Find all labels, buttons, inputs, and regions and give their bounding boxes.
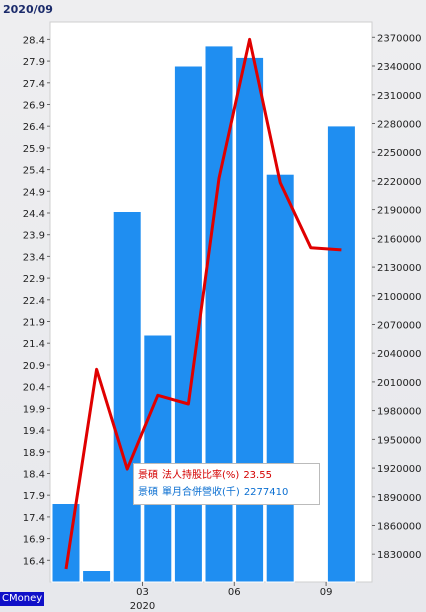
left-tick-label: 18.9 (23, 448, 45, 459)
right-tick-label: 2310000 (377, 91, 422, 102)
left-tick-label: 17.4 (23, 513, 45, 524)
right-axis: 1830000 1860000 1890000 1920000 1950000 19800… (372, 33, 422, 561)
legend-bar-label: 單月合併營收(千) (162, 487, 240, 498)
left-tick-label: 16.9 (23, 535, 45, 546)
right-tick-label: 2070000 (377, 321, 422, 332)
legend-line-company: 景碩 (138, 470, 158, 481)
left-tick-label: 19.4 (23, 426, 45, 437)
right-tick-label: 1890000 (377, 493, 422, 504)
period-label: 2020/09 (3, 3, 53, 16)
left-tick-label: 16.4 (23, 556, 45, 567)
right-tick-label: 2190000 (377, 206, 422, 217)
right-tick-label: 2280000 (377, 120, 422, 131)
revenue-bar (82, 570, 112, 583)
right-tick-label: 1950000 (377, 435, 422, 446)
left-tick-label: 28.4 (23, 35, 45, 46)
legend-line-value: 23.55 (243, 470, 272, 481)
right-tick-label: 2370000 (377, 33, 422, 44)
revenue-bar (326, 125, 356, 583)
left-tick-label: 17.9 (23, 491, 45, 502)
legend-bar-entry: 景碩 單月合併營收(千) 2277410 (138, 484, 315, 501)
left-tick-label: 22.4 (23, 296, 45, 307)
left-tick-label: 22.9 (23, 274, 45, 285)
left-tick-label: 18.4 (23, 470, 45, 481)
revenue-bar (112, 211, 142, 583)
right-tick-label: 2010000 (377, 378, 422, 389)
right-tick-label: 1830000 (377, 550, 422, 561)
revenue-bar (265, 173, 295, 583)
right-tick-label: 1920000 (377, 464, 422, 475)
right-tick-label: 1860000 (377, 522, 422, 533)
left-tick-label: 26.9 (23, 101, 45, 112)
left-tick-label: 24.9 (23, 187, 45, 198)
x-tick-label: 06 (228, 587, 241, 598)
right-tick-label: 2250000 (377, 148, 422, 159)
holding-ratio-series-line (64, 37, 342, 570)
left-tick-label: 19.9 (23, 404, 45, 415)
x-tick-label: 09 (320, 587, 333, 598)
revenue-bar (51, 503, 81, 583)
holding-ratio-line (64, 37, 342, 570)
left-tick-label: 20.4 (23, 383, 45, 394)
left-tick-label: 23.9 (23, 231, 45, 242)
left-axis: 16.4 16.9 17.4 17.9 18.4 18.9 19.4 19.9 20.4 20.9… (23, 35, 50, 567)
right-tick-label: 1980000 (377, 407, 422, 418)
left-tick-label: 21.9 (23, 318, 45, 329)
legend-line-label: 法人持股比率(%) (162, 470, 240, 481)
left-tick-label: 23.4 (23, 252, 45, 263)
left-tick-label: 20.9 (23, 361, 45, 372)
left-tick-label: 25.4 (23, 166, 45, 177)
legend: 景碩 法人持股比率(%) 23.55 景碩 單月合併營收(千) 2277410 (133, 463, 320, 505)
left-tick-label: 27.9 (23, 57, 45, 68)
cmoney-watermark: CMoney (0, 592, 45, 606)
legend-bar-value: 2277410 (243, 487, 289, 498)
left-tick-label: 26.4 (23, 122, 45, 133)
right-tick-label: 2040000 (377, 349, 422, 360)
left-tick-label: 24.4 (23, 209, 45, 220)
left-tick-label: 21.4 (23, 339, 45, 350)
legend-line-entry: 景碩 法人持股比率(%) 23.55 (138, 467, 315, 484)
right-tick-label: 2130000 (377, 263, 422, 274)
x-tick-year-label: 2020 (130, 601, 155, 612)
left-tick-label: 25.9 (23, 144, 45, 155)
x-axis: 03 2020 06 09 (130, 582, 333, 612)
legend-bar-company: 景碩 (138, 487, 158, 498)
right-tick-label: 2220000 (377, 177, 422, 188)
x-tick-label: 03 (136, 587, 149, 598)
right-tick-label: 2340000 (377, 62, 422, 73)
right-tick-label: 2160000 (377, 234, 422, 245)
left-tick-label: 27.4 (23, 79, 45, 90)
right-tick-label: 2100000 (377, 292, 422, 303)
revenue-bar (143, 334, 173, 583)
